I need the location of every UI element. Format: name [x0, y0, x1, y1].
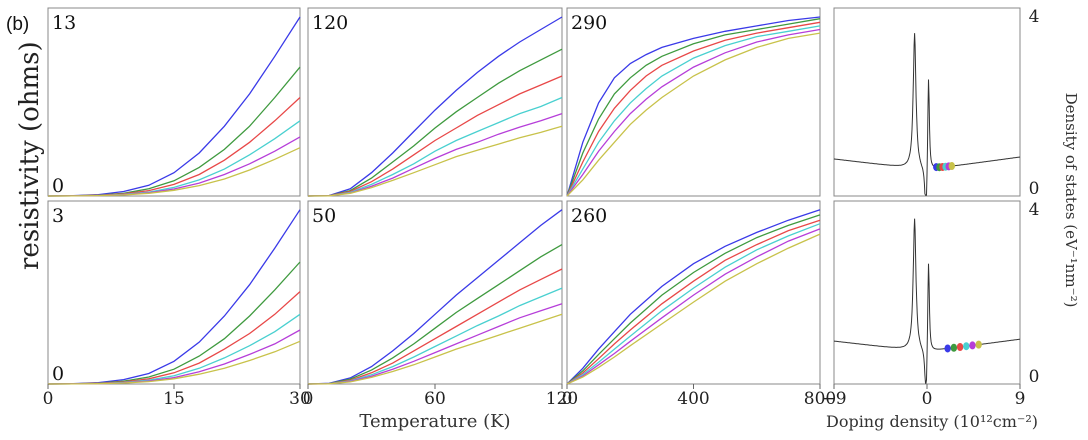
doping-marker-1	[944, 344, 951, 353]
panel-frame	[566, 7, 821, 197]
panel-3: 290	[566, 7, 821, 197]
panel-5: 300 15 30	[43, 200, 311, 409]
panel-label: 120	[312, 12, 348, 34]
figure-tag: (b)	[6, 14, 29, 35]
panel-frame	[307, 7, 563, 197]
x-tick-label: 30	[289, 389, 311, 409]
panel-frame	[47, 7, 301, 197]
x-axis-title: Temperature (K)	[359, 411, 510, 432]
x-tick-label: 0	[922, 389, 933, 409]
series-line-5	[566, 28, 821, 197]
panel-label: 50	[312, 205, 336, 227]
x-tick-label: 0	[303, 389, 314, 409]
series-line-2	[566, 18, 821, 197]
series-line-4	[566, 223, 821, 385]
series-line-6	[307, 125, 563, 197]
series-line-2	[307, 48, 563, 197]
series-line-4	[307, 96, 563, 197]
panel-1: 13 0	[47, 7, 301, 197]
series-line-2	[566, 214, 821, 385]
series-line-2	[47, 261, 301, 385]
series-line-5	[307, 303, 563, 385]
series-line-6	[47, 340, 301, 385]
panel-4: 40	[833, 7, 1040, 199]
panel-frame	[833, 7, 1021, 197]
series-line-3	[307, 75, 563, 197]
x-tick-label: 0	[43, 389, 54, 409]
panel-label: 13	[52, 12, 76, 34]
series-line-6	[47, 147, 301, 197]
series-line-1	[47, 16, 301, 197]
series-line-1	[307, 209, 563, 385]
panel-label: 3	[52, 205, 64, 227]
dos-tick-label: 0	[1029, 367, 1040, 387]
doping-marker-3	[956, 342, 964, 351]
dos-tick-label: 0	[1029, 179, 1040, 199]
series-line-4	[566, 25, 821, 197]
y-zero-label: 0	[52, 175, 64, 197]
y-axis-title: resistivity (ohms)	[15, 41, 45, 270]
y-zero-label: 0	[52, 363, 64, 385]
series-line-3	[47, 291, 301, 385]
panel-label: 260	[571, 205, 607, 227]
series-line-6	[307, 313, 563, 385]
series-line-1	[47, 209, 301, 385]
panel-6: 50 0 60 120	[303, 200, 578, 409]
x-tick-label: 9	[1015, 389, 1026, 409]
dos-axis-title: Density of states (eV⁻¹nm⁻²)	[1062, 93, 1080, 308]
x-tick-label: 0	[562, 389, 573, 409]
doping-marker-2	[950, 343, 958, 352]
x-tick-label: 800	[804, 389, 836, 409]
series-line-1	[566, 16, 821, 197]
doping-marker-6	[948, 162, 955, 171]
dos-tick-label: 4	[1029, 200, 1040, 220]
panel-8: 40−9 0 9	[821, 200, 1039, 409]
series-line-3	[566, 21, 821, 197]
series-line-3	[307, 268, 563, 385]
doping-marker-4	[963, 342, 970, 351]
doping-marker-5	[969, 341, 976, 350]
doping-axis-title: Doping density (10¹²cm⁻²)	[826, 412, 1038, 431]
series-line-5	[307, 112, 563, 197]
series-line-1	[566, 209, 821, 385]
doping-marker-6	[975, 340, 982, 349]
dos-curve	[833, 33, 1021, 196]
series-line-6	[566, 32, 821, 197]
panel-7: 260 0 400 800	[562, 200, 836, 409]
x-tick-label: 60	[424, 389, 446, 409]
x-tick-label: 400	[677, 389, 709, 409]
series-line-1	[307, 16, 563, 197]
series-line-2	[307, 244, 563, 385]
dos-curve	[834, 218, 1020, 384]
series-line-4	[307, 287, 563, 385]
panel-2: 120	[307, 7, 563, 197]
series-line-6	[566, 233, 821, 385]
x-tick-label: −9	[821, 389, 846, 409]
dos-tick-label: 4	[1029, 7, 1040, 27]
series-line-3	[566, 219, 821, 385]
x-tick-label: 15	[163, 389, 185, 409]
x-tick-label: 120	[546, 389, 578, 409]
series-line-5	[566, 228, 821, 385]
panel-label: 290	[571, 12, 607, 34]
